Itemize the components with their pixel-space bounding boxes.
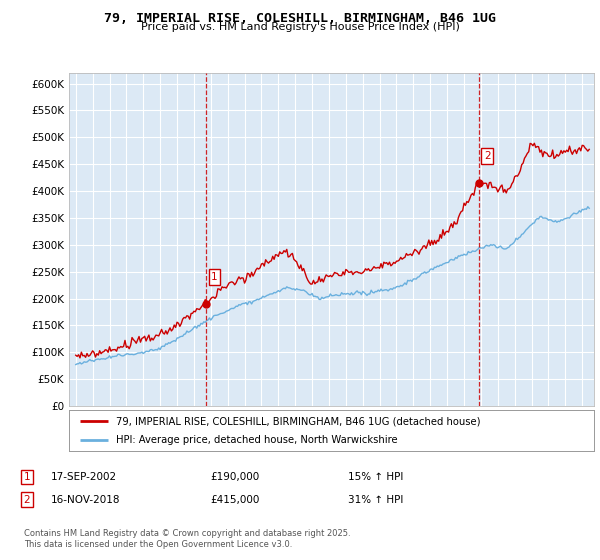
- Text: £190,000: £190,000: [210, 472, 259, 482]
- Text: Price paid vs. HM Land Registry's House Price Index (HPI): Price paid vs. HM Land Registry's House …: [140, 22, 460, 32]
- Text: 79, IMPERIAL RISE, COLESHILL, BIRMINGHAM, B46 1UG (detached house): 79, IMPERIAL RISE, COLESHILL, BIRMINGHAM…: [116, 417, 481, 426]
- Text: £415,000: £415,000: [210, 494, 259, 505]
- Text: 17-SEP-2002: 17-SEP-2002: [51, 472, 117, 482]
- Text: 1: 1: [211, 272, 218, 282]
- Text: 79, IMPERIAL RISE, COLESHILL, BIRMINGHAM, B46 1UG: 79, IMPERIAL RISE, COLESHILL, BIRMINGHAM…: [104, 12, 496, 25]
- Text: 1: 1: [23, 472, 31, 482]
- Text: HPI: Average price, detached house, North Warwickshire: HPI: Average price, detached house, Nort…: [116, 435, 398, 445]
- Text: 16-NOV-2018: 16-NOV-2018: [51, 494, 121, 505]
- Text: 2: 2: [484, 151, 491, 161]
- Text: 2: 2: [23, 494, 31, 505]
- Text: 15% ↑ HPI: 15% ↑ HPI: [348, 472, 403, 482]
- Text: 31% ↑ HPI: 31% ↑ HPI: [348, 494, 403, 505]
- Text: Contains HM Land Registry data © Crown copyright and database right 2025.
This d: Contains HM Land Registry data © Crown c…: [24, 529, 350, 549]
